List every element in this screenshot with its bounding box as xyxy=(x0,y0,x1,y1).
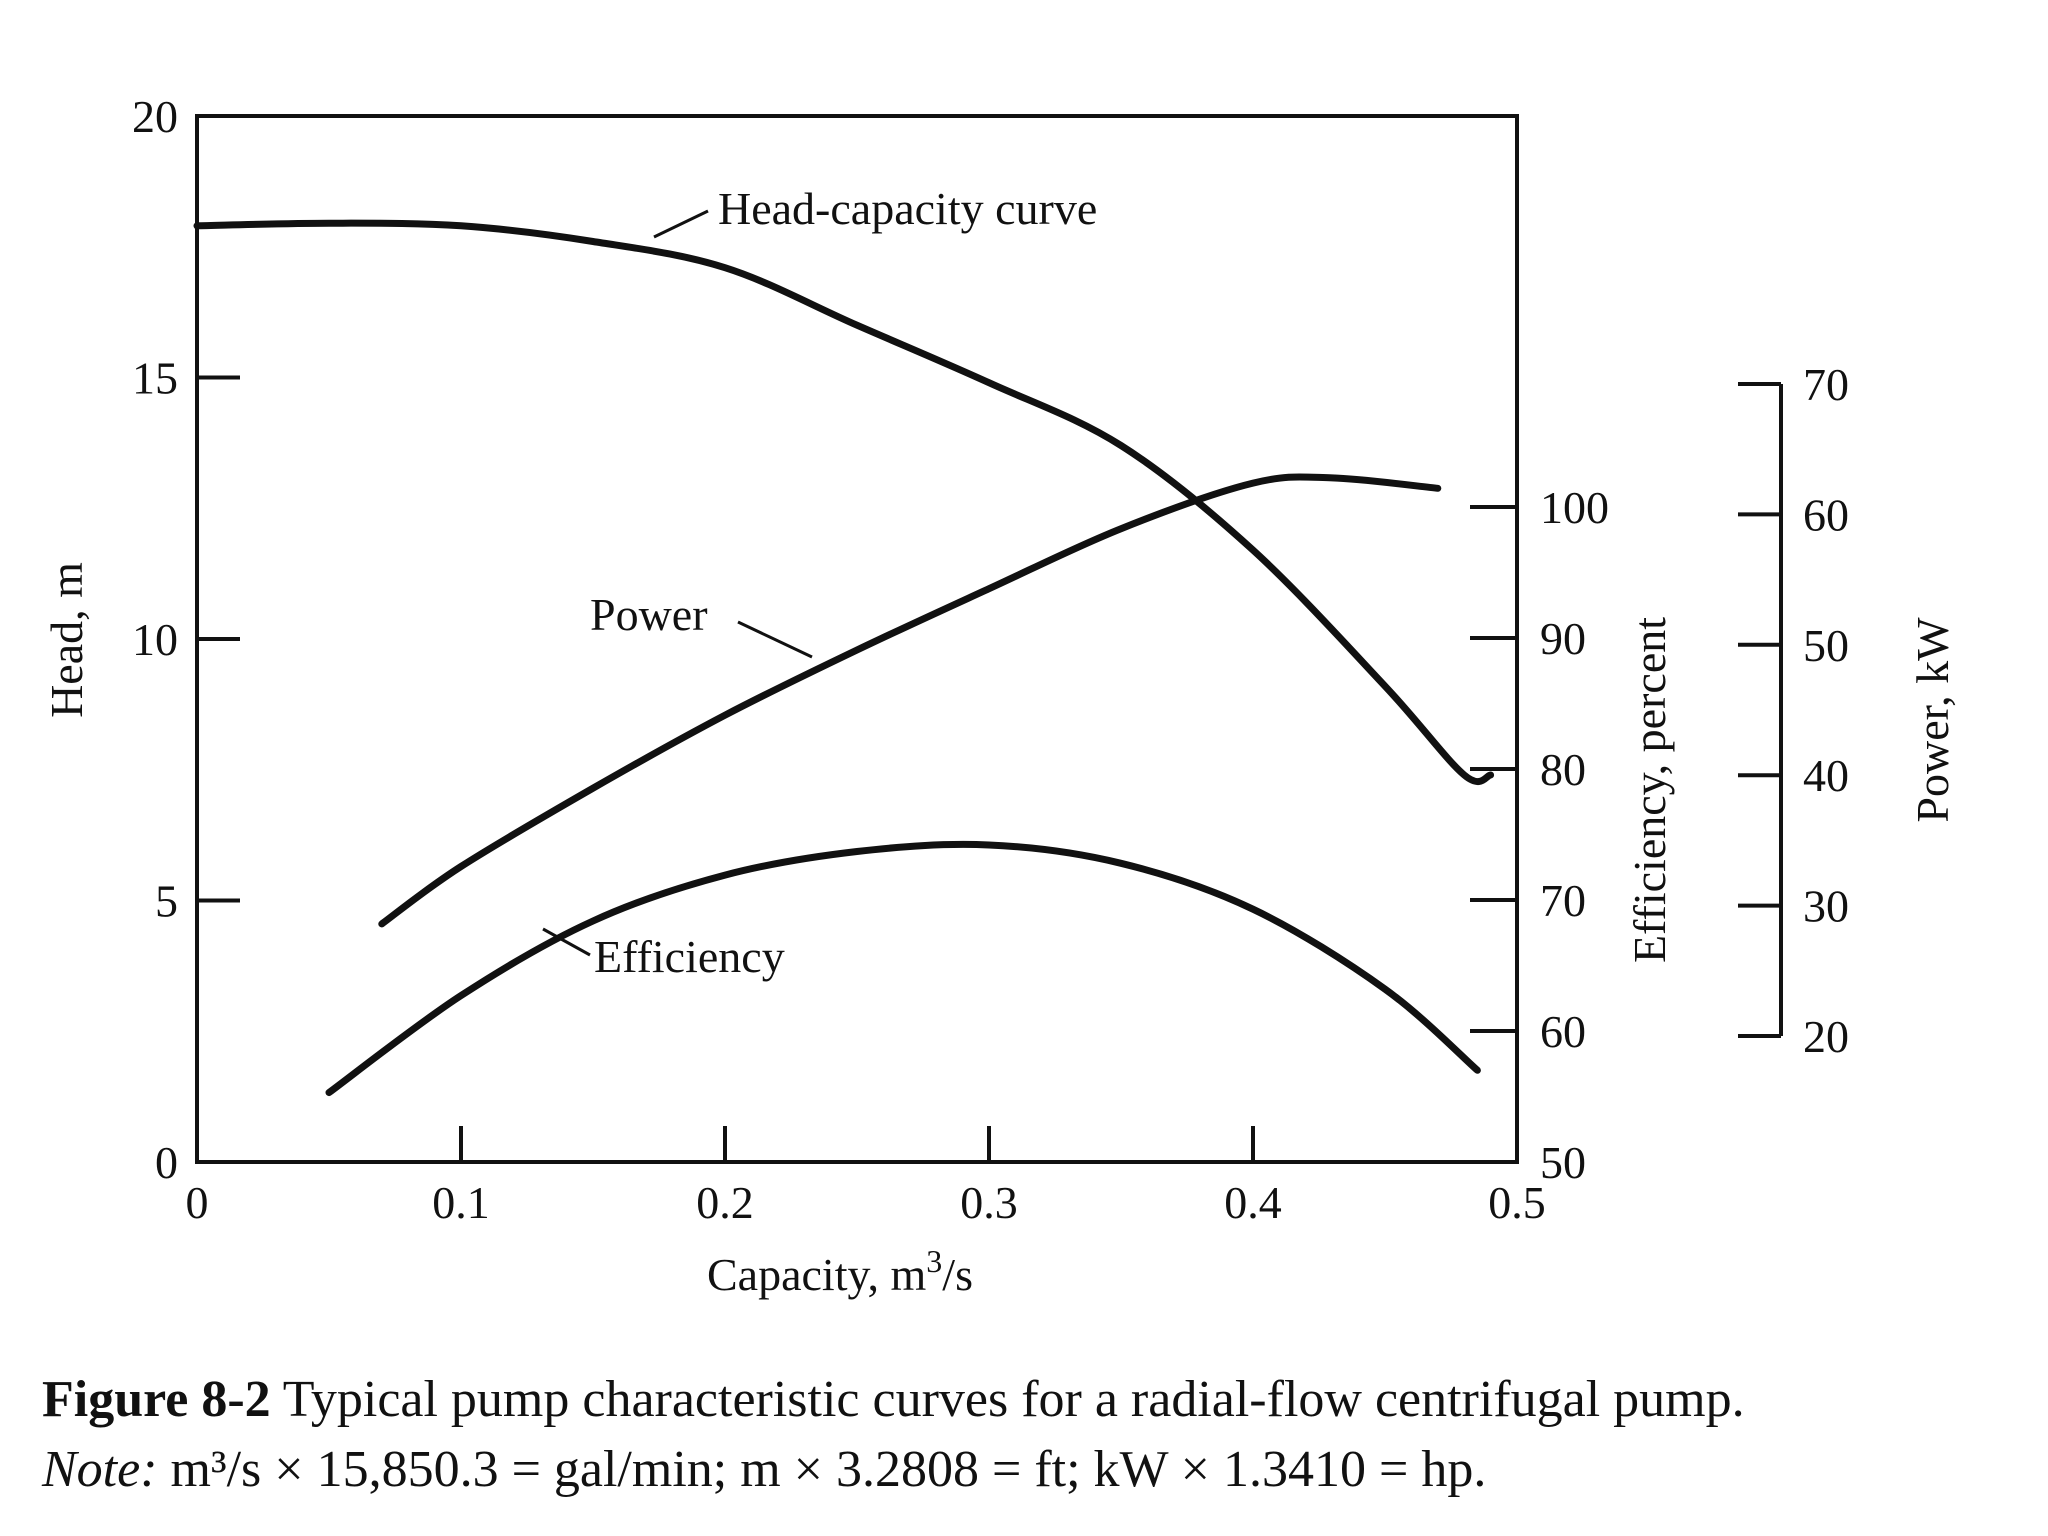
x-tick-label: 0.4 xyxy=(1224,1177,1282,1228)
x-tick-label: 0.3 xyxy=(960,1177,1018,1228)
head-capacity-leader-line xyxy=(653,209,709,239)
figure-note: Note: m³/s × 15,850.3 = gal/min; m × 3.2… xyxy=(42,1438,2022,1502)
x-tick-label: 0 xyxy=(186,1177,209,1228)
power-curve xyxy=(378,473,1442,928)
efficiency-curve xyxy=(325,840,1481,1097)
efficiency-tick-label: 90 xyxy=(1540,613,1586,664)
note-text: m³/s × 15,850.3 = gal/min; m × 3.2808 = … xyxy=(170,1441,1487,1498)
efficiency-leader-line xyxy=(542,927,591,957)
head-axis-ticks: 0 5 10 15 20 xyxy=(132,91,240,1188)
x-axis-label: Capacity, m3/s xyxy=(707,1243,973,1300)
x-tick-label: 0.2 xyxy=(696,1177,754,1228)
x-tick-label: 0.1 xyxy=(432,1177,490,1228)
power-axis-ticks: 20 30 40 50 60 70 xyxy=(1738,359,1849,1062)
power-tick-label: 30 xyxy=(1803,881,1849,932)
power-tick-label: 60 xyxy=(1803,489,1849,540)
plot-frame xyxy=(195,114,1519,1164)
efficiency-tick-label: 70 xyxy=(1540,875,1586,926)
head-capacity-curve-label: Head-capacity curve xyxy=(718,183,1097,234)
note-label: Note: xyxy=(42,1441,158,1498)
head-tick-label: 10 xyxy=(132,614,178,665)
head-tick-label: 0 xyxy=(155,1137,178,1188)
efficiency-tick-label: 60 xyxy=(1540,1006,1586,1057)
efficiency-tick-label: 100 xyxy=(1540,482,1609,533)
figure-caption: Figure 8-2 Typical pump characteristic c… xyxy=(42,1368,2022,1432)
power-tick-label: 20 xyxy=(1803,1011,1849,1062)
power-leader-line xyxy=(737,620,813,659)
x-tick-label: 0.5 xyxy=(1488,1177,1546,1228)
head-tick-label: 15 xyxy=(132,353,178,404)
power-axis-label: Power, kW xyxy=(1907,617,1958,823)
efficiency-tick-label: 50 xyxy=(1540,1137,1586,1188)
efficiency-axis-ticks: 50 60 70 80 90 100 xyxy=(1470,482,1609,1188)
efficiency-curve-label: Efficiency xyxy=(594,931,785,982)
efficiency-tick-label: 80 xyxy=(1540,744,1586,795)
head-tick-label: 5 xyxy=(155,876,178,927)
head-axis-label: Head, m xyxy=(41,562,92,718)
head-capacity-curve xyxy=(193,219,1495,785)
x-axis-ticks: 0 0.1 0.2 0.3 0.4 0.5 xyxy=(186,1126,1546,1228)
power-curve-label: Power xyxy=(590,589,708,640)
power-tick-label: 70 xyxy=(1803,359,1849,410)
head-tick-label: 20 xyxy=(132,91,178,142)
figure-label: Figure 8-2 xyxy=(42,1371,271,1428)
efficiency-axis-label: Efficiency, percent xyxy=(1624,617,1675,963)
figure-text: Typical pump characteristic curves for a… xyxy=(282,1371,1745,1428)
power-tick-label: 50 xyxy=(1803,620,1849,671)
power-tick-label: 40 xyxy=(1803,750,1849,801)
